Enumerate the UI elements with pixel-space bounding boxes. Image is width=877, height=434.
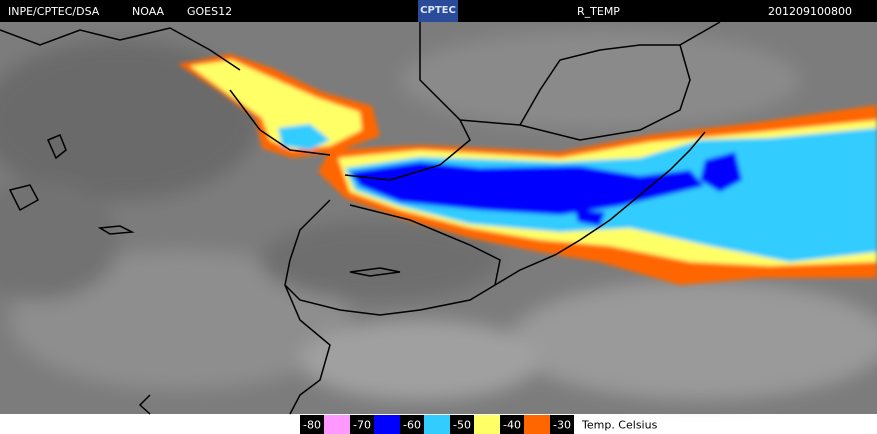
legend-label-box	[400, 415, 424, 434]
source: INPE/CPTEC/DSA	[8, 5, 100, 18]
coastline	[138, 394, 151, 415]
legend-label-box	[550, 415, 574, 434]
blue-region	[350, 162, 704, 215]
legend-label: -30	[553, 419, 571, 432]
border	[344, 22, 471, 181]
dark-patch	[260, 220, 500, 300]
satellite: GOES12	[187, 5, 232, 18]
border	[459, 21, 721, 141]
border	[349, 204, 501, 286]
light-patch	[300, 320, 540, 400]
blue-region	[575, 210, 605, 226]
legend-swatch	[324, 415, 350, 434]
legend: -80 -70 -60 -50 -40 -30 Temp. Celsius	[300, 415, 658, 434]
legend-label: -40	[503, 419, 521, 432]
coastline	[0, 27, 241, 71]
lake	[349, 267, 401, 277]
coastline	[284, 131, 706, 316]
legend-label-box	[500, 415, 524, 434]
legend-label-box	[450, 415, 474, 434]
light-patch	[400, 30, 800, 130]
border	[519, 44, 680, 126]
border	[229, 89, 331, 156]
yellow-region	[190, 60, 362, 150]
lake	[8, 184, 40, 212]
border	[284, 199, 331, 415]
logo: CPTEC	[420, 5, 456, 16]
legend-label-box	[350, 415, 374, 434]
legend-swatch	[524, 415, 550, 434]
legend-label-box	[300, 415, 324, 434]
product: R_TEMP	[577, 5, 620, 18]
legend-label: -50	[453, 419, 471, 432]
timestamp: 201209100800	[768, 5, 852, 18]
light-patch	[10, 250, 350, 390]
legend-swatch	[474, 415, 500, 434]
legend-swatch	[374, 415, 400, 434]
dark-patch	[0, 180, 120, 300]
agency: NOAA	[132, 5, 165, 18]
cold-cloud-tops	[178, 54, 877, 285]
legend-label: -80	[303, 419, 321, 432]
dark-patch	[0, 40, 260, 200]
blue-region	[700, 152, 742, 192]
lake	[47, 134, 67, 160]
light-patch	[510, 280, 877, 400]
legend-unit: Temp. Celsius	[581, 419, 658, 432]
lake	[97, 225, 135, 235]
legend-label: -60	[403, 419, 421, 432]
legend-label: -70	[353, 419, 371, 432]
cyan-region	[278, 124, 330, 150]
map-outlines	[0, 21, 721, 415]
cloud-texture	[0, 30, 877, 400]
legend-swatch	[424, 415, 450, 434]
logo-box	[418, 0, 458, 22]
